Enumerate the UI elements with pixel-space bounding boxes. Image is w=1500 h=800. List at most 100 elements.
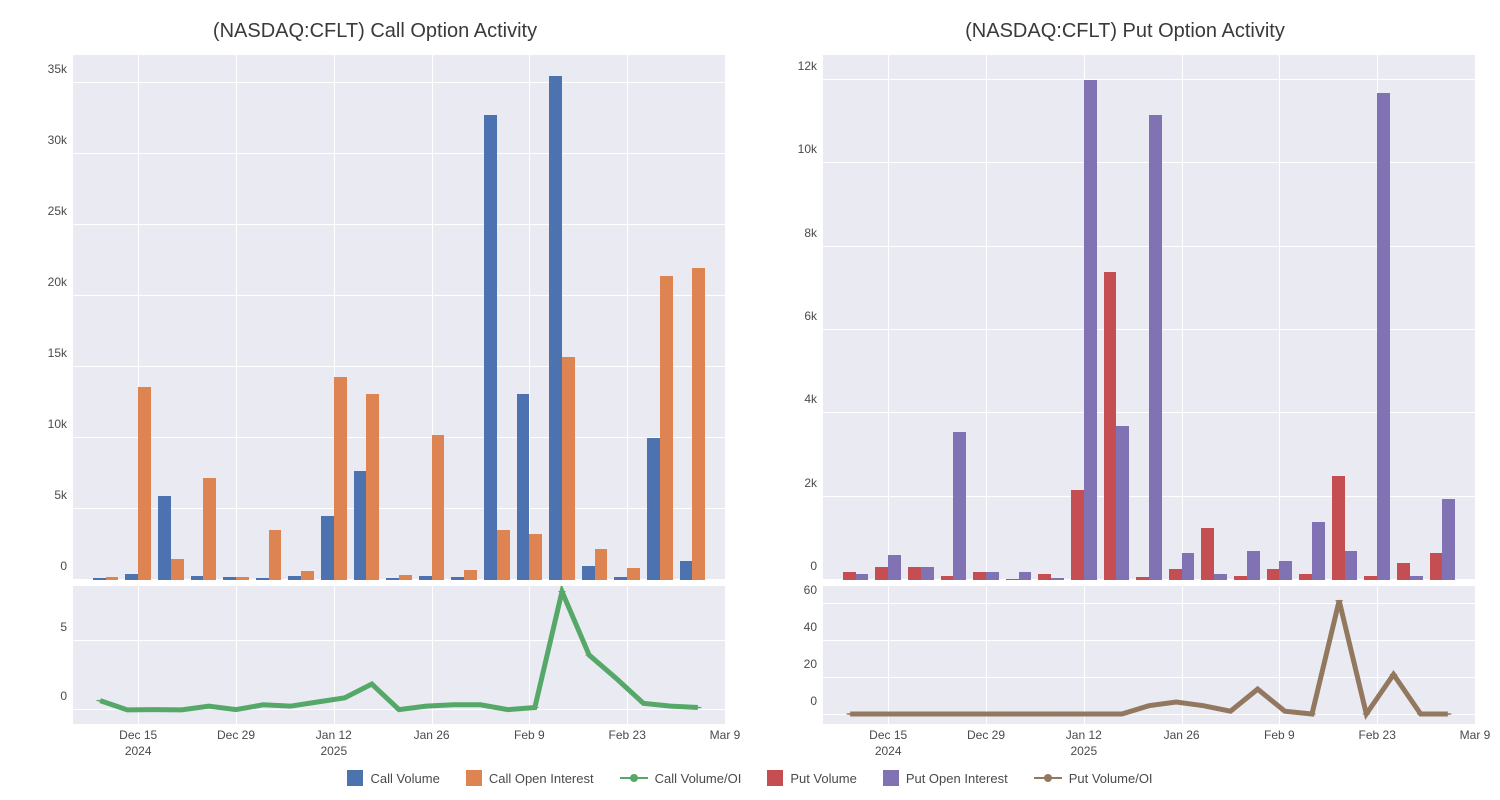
- xtick-label: Dec 15: [119, 728, 157, 742]
- ytick-label: 12k: [798, 59, 817, 73]
- bar: [223, 577, 236, 580]
- legend-line-icon: [620, 771, 648, 785]
- call-panel: (NASDAQ:CFLT) Call Option Activity 05k10…: [0, 0, 750, 764]
- bar: [354, 471, 367, 580]
- xtick-year: 2025: [320, 744, 347, 758]
- bar: [1071, 490, 1084, 580]
- legend-item: Put Open Interest: [883, 770, 1008, 786]
- bar: [1019, 572, 1032, 580]
- bar: [1279, 561, 1292, 580]
- xtick-label: Dec 29: [967, 728, 1005, 742]
- call-sub-bg: [73, 586, 725, 724]
- legend-swatch: [347, 770, 363, 786]
- call-sub-yaxis: 05: [25, 586, 73, 724]
- bar: [595, 549, 608, 580]
- call-main-bg: [73, 55, 725, 580]
- put-main-plot: 02k4k6k8k10k12k: [775, 55, 1475, 580]
- bar: [256, 578, 269, 580]
- ytick-label: 0: [810, 559, 817, 573]
- put-panel-title: (NASDAQ:CFLT) Put Option Activity: [775, 20, 1475, 43]
- put-plot-area: 02k4k6k8k10k12k 0204060 Dec 152024Dec 29…: [775, 55, 1475, 764]
- bar: [1312, 522, 1325, 580]
- bar: [986, 572, 999, 580]
- call-main-yaxis: 05k10k15k20k25k30k35k: [25, 55, 73, 580]
- put-main-bg: [823, 55, 1475, 580]
- xtick-year: 2024: [875, 744, 902, 758]
- bar: [1442, 499, 1455, 580]
- bar: [321, 516, 334, 580]
- ytick-label: 25k: [48, 204, 67, 218]
- ytick-label: 2k: [804, 476, 817, 490]
- legend-item: Call Open Interest: [466, 770, 594, 786]
- ytick-label: 10k: [798, 142, 817, 156]
- ytick-label: 0: [60, 559, 67, 573]
- bar: [1104, 272, 1117, 580]
- bar: [562, 357, 575, 580]
- ytick-label: 15k: [48, 346, 67, 360]
- bar: [269, 530, 282, 580]
- bar: [953, 432, 966, 580]
- bar: [1364, 576, 1377, 580]
- bar: [627, 568, 640, 580]
- bar: [843, 572, 856, 580]
- legend: Call Volume Call Open Interest Call Volume…: [0, 764, 1500, 800]
- bar: [386, 578, 399, 580]
- legend-label: Put Open Interest: [906, 771, 1008, 786]
- bar: [1410, 576, 1423, 580]
- put-main-yaxis: 02k4k6k8k10k12k: [775, 55, 823, 580]
- bar: [1182, 553, 1195, 580]
- bar: [692, 268, 705, 580]
- legend-item: Call Volume/OI: [620, 771, 742, 786]
- bar: [1149, 115, 1162, 579]
- bar: [497, 530, 510, 580]
- bar: [419, 576, 432, 580]
- put-sub-plot: 0204060: [775, 586, 1475, 724]
- bar: [191, 576, 204, 580]
- put-panel: (NASDAQ:CFLT) Put Option Activity 0 2k 4k 6…: [750, 0, 1500, 764]
- legend-swatch: [767, 770, 783, 786]
- bar: [1201, 528, 1214, 580]
- bar: [432, 435, 445, 580]
- bar: [1169, 569, 1182, 579]
- bar: [1214, 574, 1227, 579]
- ytick-label: 30k: [48, 133, 67, 147]
- xtick-label: Jan 12: [316, 728, 352, 742]
- bar: [158, 496, 171, 580]
- legend-label: Put Volume/OI: [1069, 771, 1153, 786]
- put-xaxis: Dec 152024Dec 29Jan 122025Jan 26Feb 9Feb…: [823, 724, 1475, 764]
- bar: [1006, 579, 1019, 580]
- bar: [973, 572, 986, 580]
- legend-line-icon: [1034, 771, 1062, 785]
- bar: [549, 76, 562, 580]
- bar: [1234, 576, 1247, 580]
- call-sub-plot: 05: [25, 586, 725, 724]
- call-xaxis: Dec 152024Dec 29Jan 122025Jan 26Feb 9Feb…: [73, 724, 725, 764]
- bar: [888, 555, 901, 580]
- bar: [1038, 574, 1051, 580]
- ytick-label: 60: [804, 583, 817, 597]
- bar: [1136, 577, 1149, 579]
- bar: [125, 574, 138, 580]
- bar: [288, 576, 301, 580]
- bar: [334, 377, 347, 580]
- panels-row: (NASDAQ:CFLT) Call Option Activity 05k10…: [0, 0, 1500, 764]
- bar: [1051, 578, 1064, 580]
- bar: [1267, 569, 1280, 579]
- bar: [236, 577, 249, 580]
- xtick-label: Dec 29: [217, 728, 255, 742]
- ytick-label: 4k: [804, 392, 817, 406]
- xtick-label: Jan 26: [414, 728, 450, 742]
- bar: [647, 438, 660, 580]
- chart-container: (NASDAQ:CFLT) Call Option Activity 05k10…: [0, 0, 1500, 800]
- legend-label: Call Volume/OI: [655, 771, 742, 786]
- ytick-label: 40: [804, 620, 817, 634]
- legend-label: Put Volume: [790, 771, 857, 786]
- bar: [399, 575, 412, 580]
- legend-label: Call Volume: [370, 771, 439, 786]
- bar: [660, 276, 673, 580]
- ytick-label: 5k: [54, 488, 67, 502]
- ytick-label: 35k: [48, 62, 67, 76]
- bar: [908, 567, 921, 579]
- bar: [171, 559, 184, 580]
- bar: [1332, 476, 1345, 580]
